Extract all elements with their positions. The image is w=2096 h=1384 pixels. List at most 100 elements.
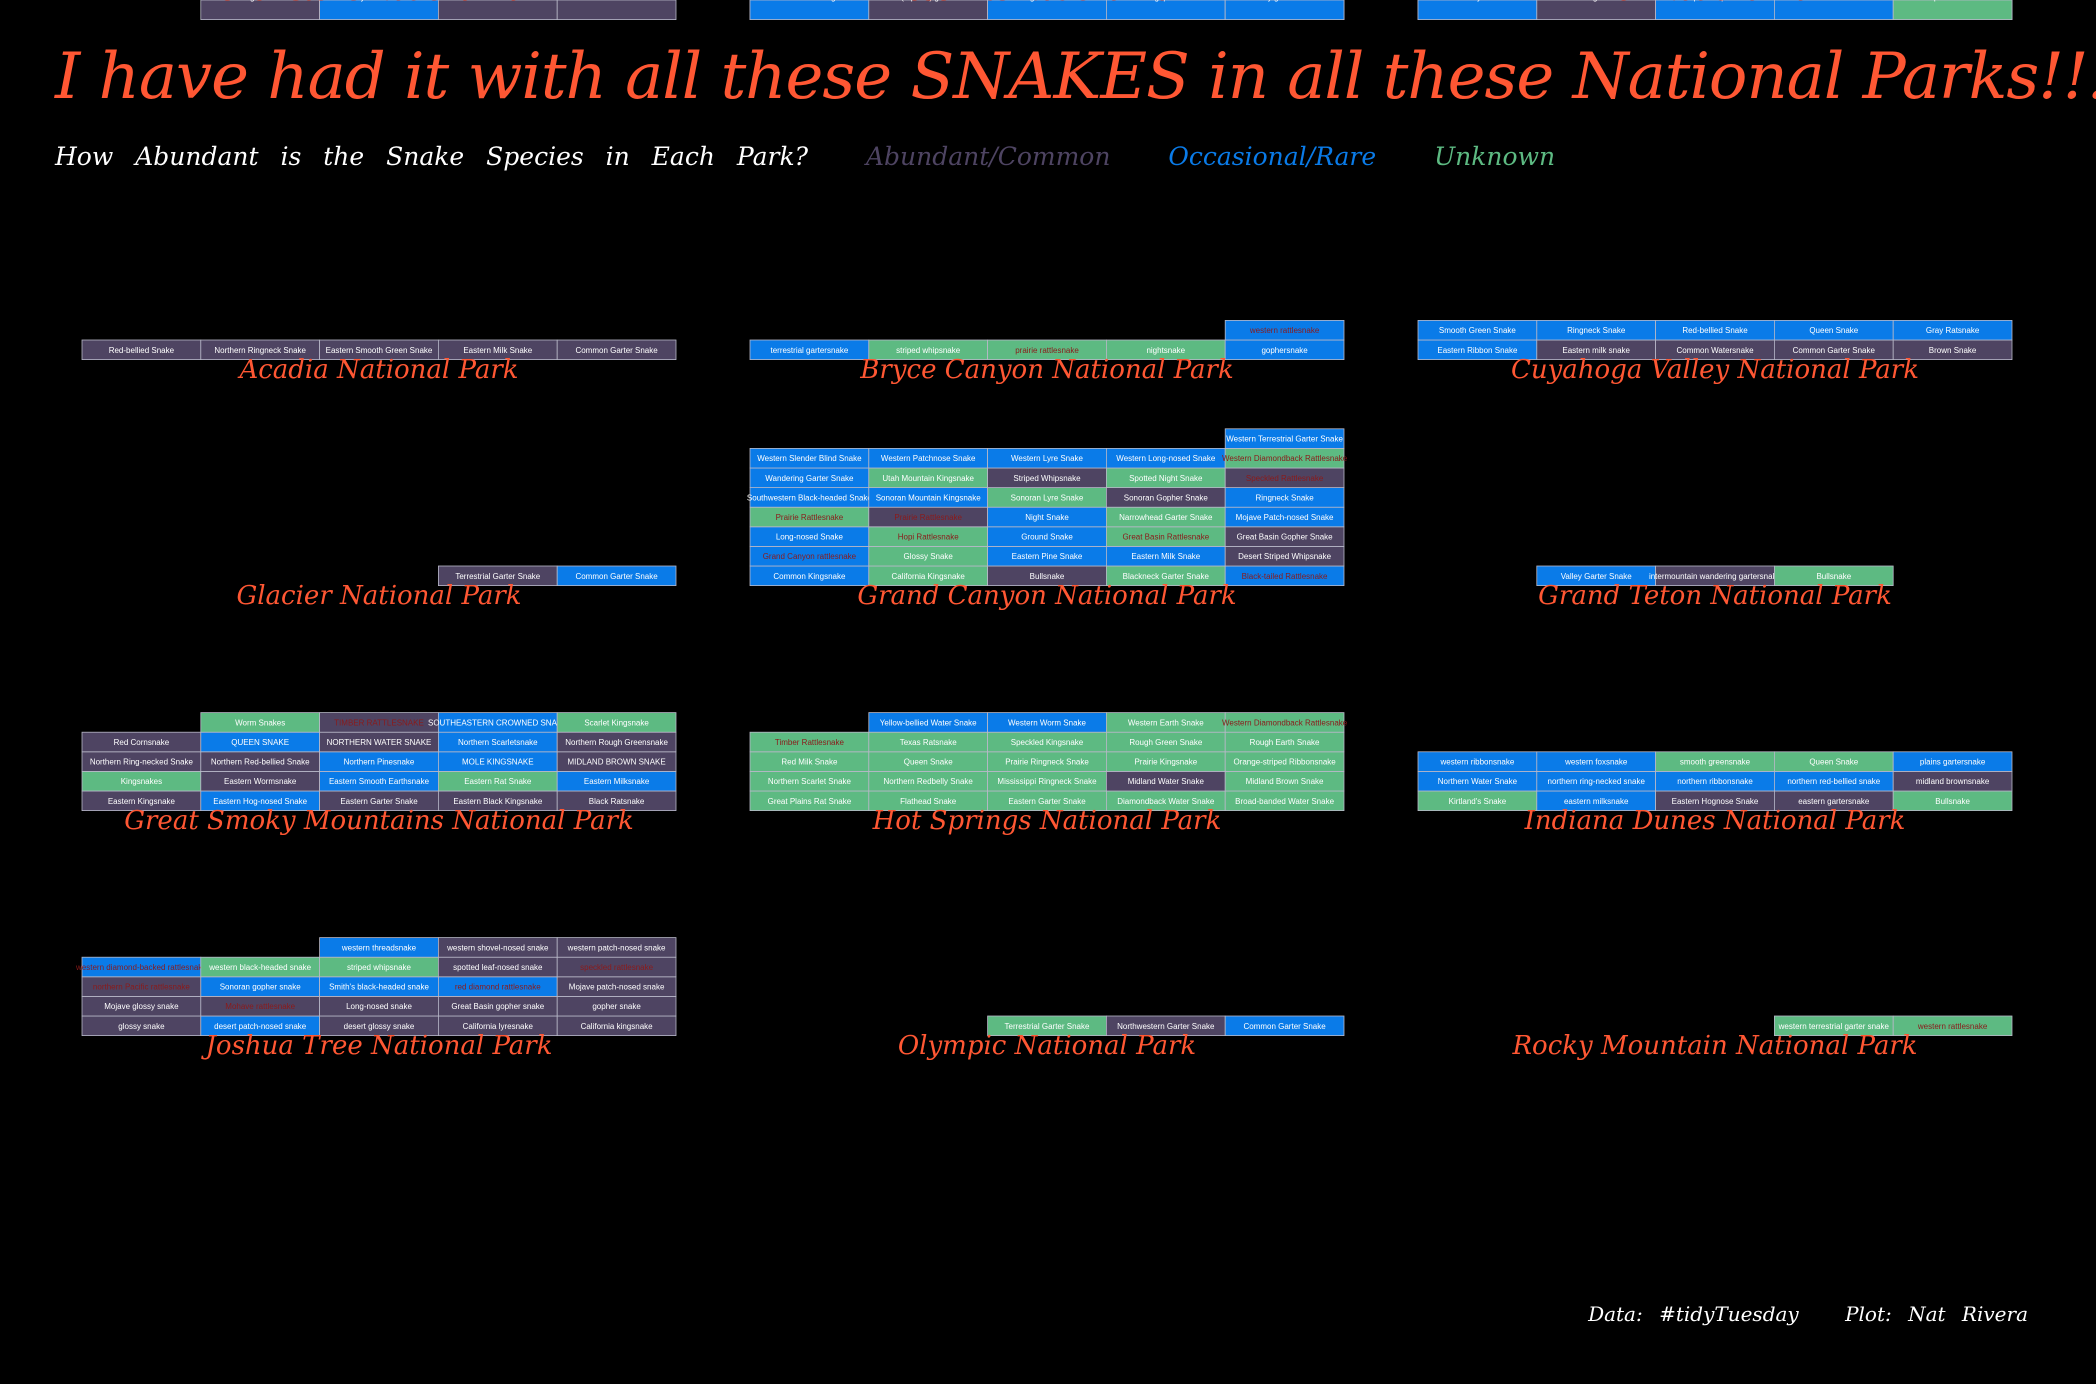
- snake-name: Eastern Milk Snake: [463, 346, 532, 355]
- snake-name: Great Basin Rattlesnake: [1122, 533, 1209, 542]
- snake-name: SOUTHEASTERN CROWNED SNAKE: [428, 718, 568, 727]
- snake-name: Western Slender Blind Snake: [757, 454, 862, 463]
- snake-name: Eastern Ribbon Snake: [1437, 346, 1518, 355]
- park-panel-hot-springs-national-park: Great Plains Rat Snake Flathead Snake East…: [749, 712, 1348, 836]
- park-panel-grand-canyon-national-park: Common Kingsnake California Kingsnake Bull…: [747, 428, 1348, 611]
- snake-name: Queen Snake: [1809, 326, 1858, 335]
- park-label: Cuyahoga Valley National Park: [1511, 355, 1919, 385]
- snake-name: Prairie Rattlesnake: [464, 0, 532, 2]
- snake-name: Kirtland's Snake: [1449, 797, 1507, 806]
- snake-name: Eastern Smooth Earthsnake: [329, 777, 430, 786]
- snake-name: Narrowhead Garter Snake: [1119, 513, 1213, 522]
- park-label: Joshua Tree National Park: [201, 1031, 553, 1061]
- snake-name: Desert Striped Whipsnake: [1238, 552, 1331, 561]
- subtitle-question: How Abundant is the Snake Species in Eac…: [55, 142, 808, 171]
- snake-name: California kingsnake: [581, 1022, 654, 1031]
- snake-name: gophersnake: [1261, 346, 1308, 355]
- snake-name: Kingsnakes: [121, 777, 162, 786]
- snake-name: midland brownsnake: [1916, 777, 1990, 786]
- legend-occasional: Occasional/Rare: [1168, 142, 1377, 171]
- snake-name: Eastern Garter Snake: [340, 797, 418, 806]
- snake-name: Red-bellied Snake: [1682, 326, 1748, 335]
- snake-name: Mojave patch-nosed snake: [569, 983, 665, 992]
- snake-name: Prairie Ringneck Snake: [1005, 758, 1089, 767]
- park-panel-acadia-national-park: Red-bellied Snake Northern Ringneck Snake…: [81, 339, 677, 385]
- snake-name: Eastern Milksnake: [584, 777, 650, 786]
- snake-cell: [1224, 0, 1345, 21]
- snake-name: striped whipsnake: [347, 963, 412, 972]
- snake-name: speckled rattlesnake: [580, 963, 653, 972]
- snake-name: Queen Snake: [904, 758, 953, 767]
- snake-name: northern Pacific rattlesnake: [93, 983, 190, 992]
- snake-name: Western Earth Snake: [1128, 718, 1204, 727]
- park-panel-joshua-tree-national-park: glossy snake desert patch-nosed snake dese…: [75, 937, 677, 1061]
- snake-name: Speckled Rattlesnake: [1246, 474, 1324, 483]
- snake-name: Smooth Green Snake: [1439, 326, 1516, 335]
- snake-name: Common Garter Snake: [575, 346, 658, 355]
- park-label: Bryce Canyon National Park: [859, 355, 1233, 385]
- snake-name: Northern Ringneck Snake: [214, 346, 306, 355]
- snake-name: Eastern Garter Snake: [1008, 797, 1086, 806]
- park-label: Zion National Park: [1590, 0, 1840, 7]
- snake-name: western patch-nosed snake: [567, 943, 666, 952]
- snake-cell: [1224, 428, 1345, 449]
- snake-cell: [1224, 1015, 1345, 1037]
- snake-name: gopher snake: [592, 1002, 641, 1011]
- snake-name: Great Basin gopher snake: [451, 1002, 544, 1011]
- snake-name: Northern Scarlet Snake: [768, 777, 852, 786]
- snake-name: eastern gartersnake: [1798, 797, 1870, 806]
- snake-name: Valley Garter Snake: [344, 0, 416, 2]
- snake-name: Red Cornsnake: [114, 738, 170, 747]
- snake-name: Midland Water Snake: [1128, 777, 1205, 786]
- snake-name: Eastern Smooth Green Snake: [326, 346, 433, 355]
- snake-cell: [1224, 712, 1345, 733]
- snake-name: Ringneck Snake: [1255, 493, 1314, 502]
- snake-name: Brown Snake: [1929, 346, 1977, 355]
- snake-name: Western Long-nosed Snake: [1116, 454, 1216, 463]
- snake-name: Eastern Milk Snake: [1131, 552, 1200, 561]
- snake-name: California lyresnake: [463, 1022, 534, 1031]
- snake-name: MOLE KINGSNAKE: [462, 758, 534, 767]
- snake-cell: [1892, 751, 2013, 772]
- snake-cell: [1892, 319, 2013, 341]
- snake-name: Northern Pinesnake: [344, 758, 415, 767]
- snake-name: western ribbonsnake: [1439, 758, 1514, 767]
- snake-name: Common Kingsnake: [773, 572, 846, 581]
- snake-name: Long-nosed Snake: [776, 533, 844, 542]
- snake-name: western foxsnake: [1564, 758, 1628, 767]
- snake-cell: [556, 565, 677, 587]
- snake-name: western rattlesnake: [1249, 326, 1320, 335]
- snake-name: desert patch-nosed snake: [214, 1022, 307, 1031]
- snake-name: Western Diamondback Rattlesnake: [1222, 454, 1348, 463]
- snake-name: terrestrial gartersnake: [770, 346, 848, 355]
- snake-name: Western Worm Snake: [1008, 718, 1087, 727]
- caption-data-source: Data: #tidyTuesday: [1588, 1302, 1799, 1326]
- snake-name: Western Terrestrial Garter Snake: [1226, 435, 1343, 444]
- snake-name: striped whipsnake: [1683, 0, 1748, 2]
- snake-name: Mississippi Ringneck Snake: [997, 777, 1097, 786]
- snake-name: Rough Earth Snake: [1250, 738, 1320, 747]
- snake-name: northern red-bellied snake: [1787, 777, 1880, 786]
- snake-name: Terrestrial Garter Snake: [455, 572, 540, 581]
- snake-name: western patch-nosed snake: [1903, 0, 2002, 2]
- snake-name: Broad-banded Water Snake: [1235, 797, 1334, 806]
- snake-name: Northwestern Garter Snake: [1117, 1022, 1215, 1031]
- snake-name: NORTHERN WATER SNAKE: [327, 738, 432, 747]
- snake-cell: [556, 712, 677, 733]
- snake-name: Orange-striped Ribbonsnake: [1233, 758, 1336, 767]
- park-label: Great Smoky Mountains National Park: [124, 806, 634, 836]
- snake-name: Red-bellied Snake: [109, 346, 175, 355]
- park-panel-rocky-mountain-national-park: western terrestrial garter snake western …: [1511, 1015, 2013, 1061]
- snake-name: Timber Rattlesnake: [775, 738, 845, 747]
- snake-name: Black-tailed Rattlesnake: [1242, 572, 1328, 581]
- snake-name: Terrestrial Garter Snake: [1005, 1022, 1090, 1031]
- snake-name: western diamond-backed rattlesnake: [75, 963, 207, 972]
- snake-name: Worm Snakes: [235, 718, 285, 727]
- snake-name: Eastern Black Kingsnake: [453, 797, 542, 806]
- snake-name: Valley garter snake: [1251, 0, 1319, 2]
- caption-author: Plot: Nat Rivera: [1845, 1302, 2028, 1326]
- snake-name: northern ribbonsnake: [1677, 777, 1753, 786]
- snake-name: Common Watersnake: [1676, 346, 1754, 355]
- snake-name: Queen Snake: [1809, 758, 1858, 767]
